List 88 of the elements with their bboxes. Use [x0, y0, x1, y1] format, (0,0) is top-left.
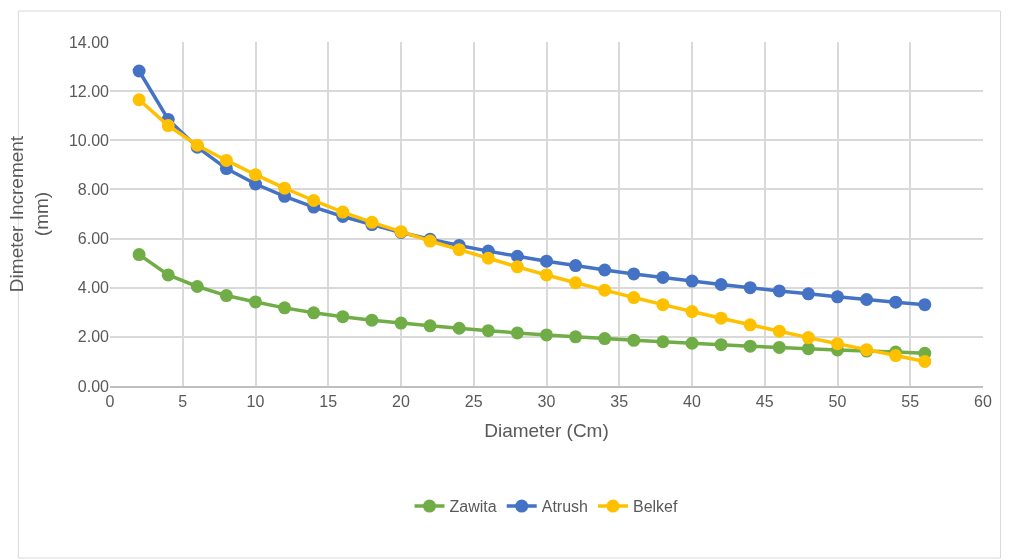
point	[889, 349, 903, 363]
legend-label: Belkef	[632, 498, 678, 516]
y-tick-label: 2.00	[77, 328, 110, 346]
point	[743, 318, 757, 332]
x-tick-label: 20	[392, 392, 410, 410]
point	[336, 310, 350, 324]
point	[365, 313, 379, 327]
x-tick-label: 50	[828, 392, 847, 410]
point	[452, 243, 466, 257]
point	[452, 321, 466, 335]
y-tick-label: 4.00	[77, 279, 110, 297]
x-tick-label: 40	[683, 392, 701, 410]
point	[481, 251, 495, 265]
x-tick-label: 15	[319, 392, 338, 410]
point	[540, 268, 553, 282]
point	[918, 354, 932, 368]
point	[249, 168, 262, 182]
point	[860, 293, 874, 306]
point	[540, 328, 553, 342]
point	[307, 193, 321, 207]
x-tick-label: 35	[610, 392, 629, 410]
point	[598, 263, 612, 277]
y-tick-label: 8.00	[77, 181, 110, 199]
point	[801, 342, 815, 356]
x-tick-label: 55	[901, 392, 920, 410]
point	[685, 274, 699, 288]
legend-label: Zawita	[449, 498, 497, 516]
point	[598, 332, 612, 346]
point	[569, 259, 583, 273]
point	[510, 326, 524, 340]
point	[714, 278, 728, 292]
point	[219, 153, 233, 167]
point	[656, 298, 670, 312]
point	[307, 306, 321, 320]
y-tick-label: 12.00	[68, 82, 110, 100]
point	[656, 335, 670, 349]
x-tick-label: 5	[178, 392, 188, 410]
point	[423, 319, 437, 333]
y-tick-label: 14.00	[68, 33, 110, 51]
x-tick-label: 10	[246, 392, 265, 410]
point	[190, 279, 204, 293]
point	[743, 339, 757, 353]
point	[394, 316, 408, 330]
point	[714, 338, 728, 352]
point	[540, 254, 553, 268]
y-tick-label: 6.00	[77, 230, 110, 248]
point	[278, 181, 292, 195]
point	[714, 311, 728, 325]
point	[743, 281, 757, 295]
x-tick-label: 0	[105, 392, 115, 410]
x-axis-title: Diameter (Cm)	[484, 420, 609, 442]
legend-label: Atrush	[541, 498, 588, 516]
point	[278, 301, 292, 315]
x-tick-label: 60	[974, 392, 992, 410]
point	[656, 270, 670, 284]
point	[831, 337, 844, 351]
point	[161, 268, 175, 282]
point	[510, 260, 524, 274]
x-tick-label: 45	[755, 392, 774, 410]
point	[336, 205, 350, 219]
point	[685, 336, 699, 350]
point	[627, 333, 641, 347]
point	[569, 276, 583, 290]
point	[685, 305, 699, 319]
y-tick-label: 0.00	[77, 377, 110, 395]
point	[801, 287, 815, 301]
point	[132, 64, 146, 78]
x-tick-label: 30	[537, 392, 556, 410]
point	[627, 291, 641, 305]
point	[801, 331, 815, 345]
point	[772, 284, 786, 298]
x-tick-label: 25	[464, 392, 483, 410]
point	[132, 248, 146, 262]
point	[132, 93, 146, 107]
point	[481, 324, 495, 338]
point	[772, 340, 786, 354]
point	[627, 267, 641, 281]
y-tick-label: 10.00	[68, 131, 110, 149]
point	[831, 290, 844, 304]
point	[598, 283, 612, 297]
y-axis-title: Dimeter Increment (mm)	[6, 135, 52, 293]
point	[219, 289, 233, 303]
point	[569, 330, 583, 344]
point	[889, 295, 903, 309]
point	[161, 119, 175, 133]
point	[249, 295, 262, 309]
point	[918, 298, 932, 312]
point	[772, 324, 786, 338]
